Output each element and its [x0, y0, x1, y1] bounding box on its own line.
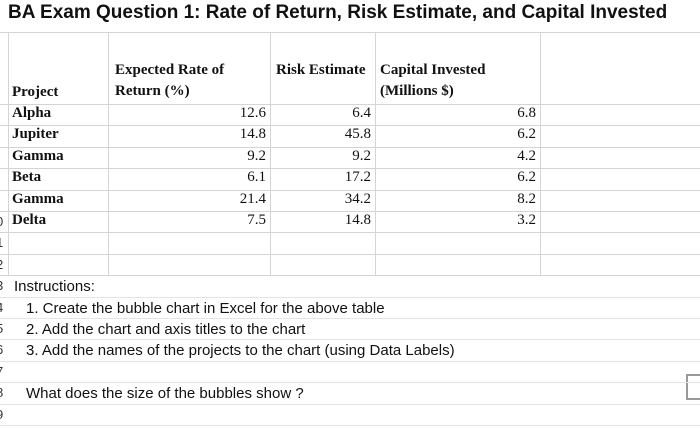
table-value: 9.2	[352, 147, 371, 164]
row-number: 0	[0, 214, 3, 229]
table-value: 6.8	[517, 105, 536, 121]
table-value: 14.8	[239, 126, 266, 143]
grid-line	[0, 253, 700, 255]
grid-line	[0, 104, 700, 105]
column-header: Risk Estimate	[276, 62, 366, 78]
grid-line	[0, 296, 700, 298]
table-value: 12.6	[239, 105, 266, 121]
row-number: 8	[0, 385, 3, 400]
question: What does the size of the bubbles show ?	[26, 385, 304, 403]
table-value: 14.8	[344, 212, 371, 228]
table-value: 8.2	[517, 190, 536, 207]
grid-line	[0, 125, 700, 127]
instructions-heading: Instructions:	[14, 278, 95, 296]
row-number: 2	[0, 257, 3, 272]
project-name: Gamma	[12, 147, 64, 164]
grid-line	[0, 382, 700, 384]
table-value: 21.4	[239, 190, 266, 207]
grid-line	[0, 211, 700, 212]
row-number: 5	[0, 321, 3, 336]
table-value: 34.2	[344, 190, 371, 207]
column-header: Capital Invested (Millions $)	[380, 62, 486, 99]
table-value: 17.2	[344, 169, 371, 186]
project-name: Gamma	[12, 190, 64, 207]
grid-line	[8, 32, 9, 276]
project-name: Alpha	[12, 105, 52, 121]
grid-line	[375, 32, 376, 276]
grid-line	[0, 275, 700, 277]
table-value: 6.1	[247, 169, 266, 186]
row-number: 7	[0, 364, 3, 379]
table-value: 9.2	[247, 147, 266, 164]
column-header: Expected Rate of Return (%)	[115, 62, 225, 99]
grid-line	[270, 32, 271, 276]
grid-line	[0, 32, 700, 33]
grid-line	[540, 32, 541, 276]
grid-line	[0, 360, 700, 362]
instruction-step: 3. Add the names of the projects to the …	[26, 342, 455, 360]
table-value: 6.2	[517, 169, 536, 186]
table-value: 7.5	[247, 212, 266, 228]
project-name: Delta	[12, 212, 47, 228]
table-value: 3.2	[517, 212, 536, 228]
grid-line	[0, 232, 700, 234]
row-number: 1	[0, 235, 3, 250]
selected-cell[interactable]	[686, 374, 700, 400]
row-number: 3	[0, 278, 3, 293]
table-value: 45.8	[344, 126, 371, 143]
grid-line	[0, 403, 700, 405]
grid-line	[0, 168, 700, 170]
grid-line	[0, 425, 700, 426]
sheet-title: BA Exam Question 1: Rate of Return, Risk…	[8, 2, 668, 23]
column-header: Project	[12, 84, 59, 100]
grid-line	[108, 32, 109, 276]
instruction-step: 2. Add the chart and axis titles to the …	[26, 321, 306, 338]
project-name: Beta	[12, 169, 42, 186]
row-number: 6	[0, 342, 3, 357]
grid-line	[0, 318, 700, 319]
project-name: Jupiter	[12, 126, 59, 143]
table-value: 6.4	[352, 105, 371, 121]
grid-line	[0, 146, 700, 148]
grid-line	[0, 339, 700, 341]
row-number: 4	[0, 300, 3, 315]
table-value: 4.2	[517, 147, 536, 164]
instruction-step: 1. Create the bubble chart in Excel for …	[26, 299, 385, 317]
grid-line	[0, 189, 700, 191]
row-number: 9	[0, 407, 3, 422]
table-value: 6.2	[517, 126, 536, 143]
